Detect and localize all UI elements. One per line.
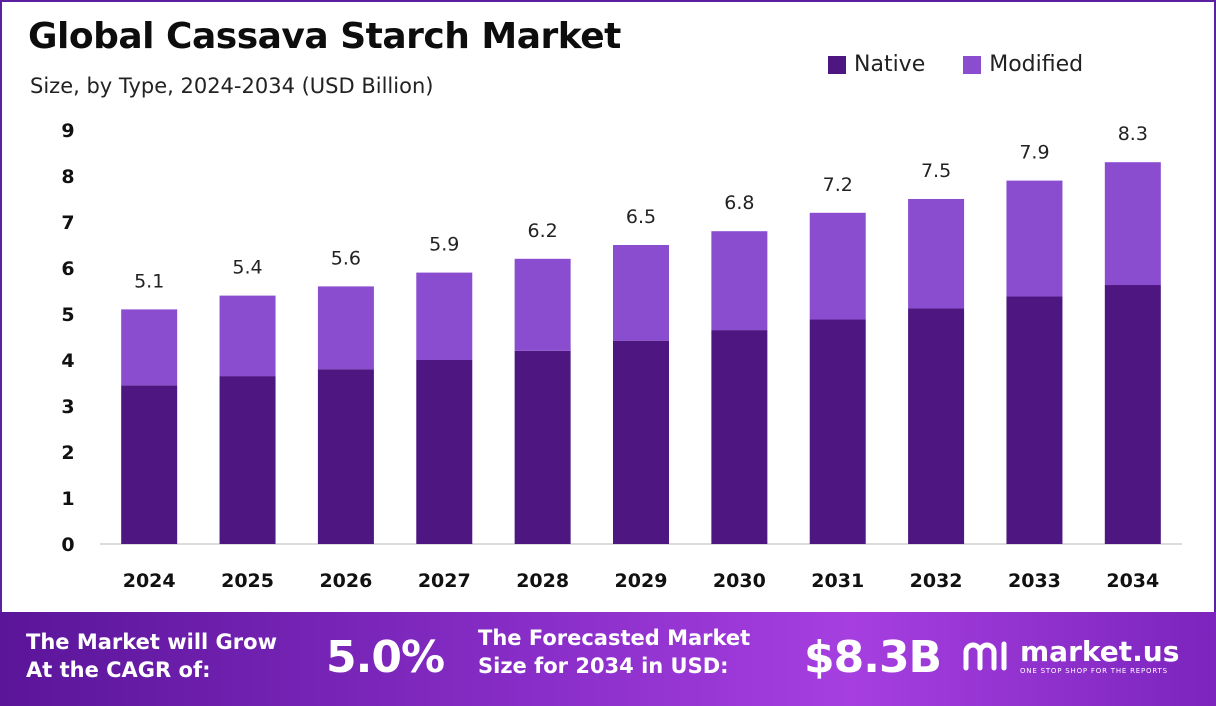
bar-total-label: 5.4: [232, 257, 262, 279]
x-tick-label: 2034: [1106, 570, 1159, 592]
x-tick-label: 2032: [910, 570, 963, 592]
x-tick-label: 2033: [1008, 570, 1061, 592]
x-tick-label: 2029: [615, 570, 668, 592]
legend-label-native: Native: [854, 52, 926, 77]
forecast-value: $8.3B: [804, 632, 942, 683]
bar-total-label: 8.3: [1118, 123, 1148, 145]
bar-modified-2033: [1006, 180, 1063, 297]
bar-native-2033: [1006, 296, 1063, 544]
legend-item-native: Native: [828, 52, 925, 77]
bar-total-label: 6.5: [626, 206, 656, 228]
bars: 5.1 5.4 5.6 5.9 6.2 6.5 6.8 7.2 7.5 7.9 8.3: [121, 123, 1161, 544]
legend-swatch-modified: [963, 55, 982, 74]
bar-modified-2031: [809, 212, 866, 320]
bar-modified-2025: [219, 295, 276, 377]
bar-native-2025: [219, 376, 276, 544]
x-tick-label: 2025: [221, 570, 274, 592]
y-tick-label: 6: [61, 258, 74, 280]
bar-native-2024: [121, 385, 178, 544]
bar-modified-2034: [1104, 162, 1161, 286]
bar-modified-2029: [613, 245, 669, 341]
y-tick-label: 2: [61, 442, 74, 464]
cagr-caption-line2: At the CAGR of:: [26, 658, 211, 682]
forecast-caption-line2: Size for 2034 in USD:: [478, 654, 729, 678]
bar-native-2031: [809, 319, 866, 544]
cagr-caption-line1: The Market will Grow: [26, 630, 277, 654]
bar-total-label: 7.9: [1019, 142, 1049, 164]
y-tick-label: 1: [61, 488, 74, 510]
legend-item-modified: Modified: [963, 52, 1083, 77]
market-us-logo-icon: [963, 641, 1007, 671]
brand-text: market.us ONE STOP SHOP FOR THE REPORTS: [1020, 635, 1180, 676]
bar-native-2030: [711, 330, 768, 544]
bar-total-label: 5.1: [134, 270, 164, 292]
y-axis-ticks: 0 1 2 3 4 5 6 7 8 9: [61, 120, 74, 556]
bar-native-2028: [514, 350, 571, 544]
y-tick-label: 0: [61, 534, 74, 556]
chart-subtitle: Size, by Type, 2024-2034 (USD Billion): [30, 74, 434, 98]
x-tick-label: 2030: [713, 570, 766, 592]
legend-swatch-native: [828, 55, 846, 74]
y-tick-label: 8: [61, 166, 74, 188]
y-tick-label: 9: [61, 120, 74, 142]
brand-name: market.us: [1020, 635, 1180, 668]
cagr-value: 5.0%: [326, 632, 445, 683]
bar-total-label: 7.5: [921, 160, 951, 182]
forecast-caption: The Forecasted Market Size for 2034 in U…: [478, 624, 750, 680]
bar-native-2027: [416, 360, 473, 544]
brand-tagline: ONE STOP SHOP FOR THE REPORTS: [1020, 667, 1168, 675]
x-tick-label: 2024: [123, 570, 176, 592]
bar-modified-2024: [121, 309, 178, 386]
bar-modified-2027: [416, 272, 473, 360]
bar-native-2034: [1104, 285, 1161, 544]
x-tick-label: 2026: [319, 570, 372, 592]
bar-total-label: 7.2: [823, 174, 853, 196]
bar-total-label: 5.9: [429, 234, 459, 256]
bar-modified-2032: [908, 199, 965, 309]
y-tick-label: 7: [61, 212, 74, 234]
brand-logo[interactable]: market.us ONE STOP SHOP FOR THE REPORTS: [962, 634, 1179, 678]
legend: Native Modified: [828, 52, 1121, 77]
bar-modified-2028: [514, 258, 571, 351]
bar-chart: 0 1 2 3 4 5 6 7 8 9 5.1 5.4 5.6 5.9 6.2 6.5 6.8 7.2 7.5 7.…: [61, 120, 1182, 592]
bar-native-2029: [613, 340, 669, 544]
cagr-caption: The Market will Grow At the CAGR of:: [26, 628, 277, 684]
bar-native-2026: [317, 369, 374, 544]
bar-total-label: 6.2: [528, 220, 558, 242]
y-tick-label: 4: [61, 350, 74, 372]
forecast-caption-line1: The Forecasted Market: [478, 626, 751, 650]
bar-modified-2026: [317, 286, 374, 370]
x-axis-ticks: 2024 2025 2026 2027 2028 2029 2030 2031 2032 2033…: [123, 570, 1160, 592]
summary-banner: The Market will Grow At the CAGR of: 5.0…: [0, 612, 1216, 706]
bar-total-label: 6.8: [724, 192, 754, 214]
bar-native-2032: [908, 308, 965, 544]
chart-title: Global Cassava Starch Market: [28, 16, 621, 57]
bar-modified-2030: [711, 231, 768, 331]
x-tick-label: 2031: [811, 570, 864, 592]
x-tick-label: 2027: [418, 570, 471, 592]
bar-total-label: 5.6: [331, 247, 361, 269]
x-tick-label: 2028: [516, 570, 569, 592]
y-tick-label: 3: [61, 396, 74, 418]
y-tick-label: 5: [61, 304, 74, 326]
legend-label-modified: Modified: [989, 52, 1084, 77]
